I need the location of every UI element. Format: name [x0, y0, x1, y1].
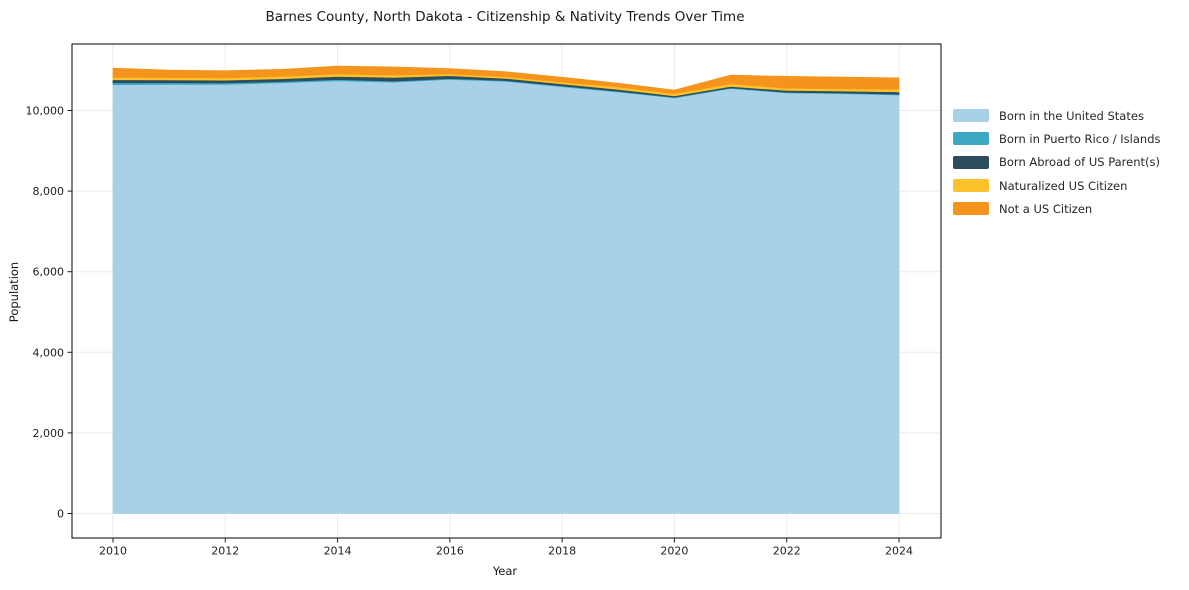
legend-label: Born in Puerto Rico / Islands	[999, 131, 1161, 146]
y-tick-label: 8,000	[33, 185, 65, 198]
y-tick-label: 4,000	[33, 346, 65, 359]
x-axis-label: Year	[492, 564, 518, 578]
y-tick-label: 0	[57, 508, 64, 521]
x-tick-label: 2016	[436, 545, 464, 558]
legend-item-not-citizen: Not a US Citizen	[953, 197, 1161, 220]
legend-swatch-naturalized-icon	[953, 179, 989, 193]
legend-item-naturalized: Naturalized US Citizen	[953, 174, 1161, 197]
legend: Born in the United States Born in Puerto…	[953, 104, 1161, 220]
stacked-areas	[112, 65, 900, 514]
y-axis: 0 2,000 4,000 6,000 8,000 10,000	[26, 105, 72, 521]
area-series-4	[112, 65, 900, 95]
legend-label: Not a US Citizen	[999, 201, 1093, 216]
y-axis-label: Population	[7, 261, 21, 323]
y-tick-label: 2,000	[33, 427, 65, 440]
x-tick-label: 2018	[548, 545, 576, 558]
legend-item-born-abroad: Born Abroad of US Parent(s)	[953, 151, 1161, 174]
legend-swatch-born-abroad-icon	[953, 155, 989, 169]
y-tick-label: 10,000	[26, 105, 65, 118]
x-tick-label: 2014	[324, 545, 352, 558]
plot-border	[71, 43, 942, 539]
x-tick-label: 2020	[660, 545, 688, 558]
legend-label: Born in the United States	[999, 108, 1144, 123]
legend-swatch-not-citizen-icon	[953, 202, 989, 216]
area-series-0	[112, 78, 900, 514]
x-axis: 2010 2012 2014 2016 2018 2020 2022 2024	[99, 538, 913, 558]
legend-label: Naturalized US Citizen	[999, 178, 1128, 193]
legend-item-born-in-us: Born in the United States	[953, 104, 1161, 127]
y-tick-label: 6,000	[33, 266, 65, 279]
legend-label: Born Abroad of US Parent(s)	[999, 155, 1160, 170]
chart-title: Barnes County, North Dakota - Citizenshi…	[265, 9, 745, 25]
legend-swatch-born-puerto-rico-icon	[953, 132, 989, 146]
x-tick-label: 2022	[773, 545, 801, 558]
x-tick-label: 2010	[99, 545, 127, 558]
x-tick-label: 2012	[211, 545, 239, 558]
legend-swatch-born-in-us-icon	[953, 109, 989, 123]
x-tick-label: 2024	[885, 545, 913, 558]
legend-item-born-puerto-rico: Born in Puerto Rico / Islands	[953, 127, 1161, 150]
